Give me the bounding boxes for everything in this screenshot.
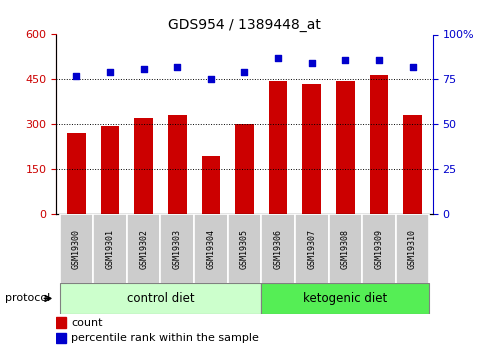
Bar <box>201 156 220 214</box>
Bar <box>328 214 362 285</box>
Text: ketogenic diet: ketogenic diet <box>303 292 386 305</box>
Text: GSM19306: GSM19306 <box>273 229 282 269</box>
Point <box>240 69 248 75</box>
Point <box>140 66 147 71</box>
Bar <box>362 214 395 285</box>
Title: GDS954 / 1389448_at: GDS954 / 1389448_at <box>168 18 320 32</box>
Point <box>274 55 282 61</box>
Bar <box>335 81 354 214</box>
Bar <box>194 214 227 285</box>
Bar <box>294 214 328 285</box>
Bar <box>403 115 421 214</box>
Bar <box>56 317 65 328</box>
Text: GSM19304: GSM19304 <box>206 229 215 269</box>
Text: protocol: protocol <box>5 294 50 303</box>
Text: GSM19309: GSM19309 <box>374 229 383 269</box>
Text: GSM19300: GSM19300 <box>72 229 81 269</box>
Bar <box>261 214 294 285</box>
Point <box>173 64 181 70</box>
Text: GSM19305: GSM19305 <box>240 229 248 269</box>
Text: GSM19302: GSM19302 <box>139 229 148 269</box>
Point <box>408 64 416 70</box>
Bar <box>395 214 428 285</box>
Bar <box>235 124 253 214</box>
Bar <box>56 333 65 344</box>
Bar <box>302 84 320 214</box>
Bar <box>160 214 194 285</box>
Text: control diet: control diet <box>126 292 194 305</box>
Text: GSM19307: GSM19307 <box>306 229 316 269</box>
Bar <box>268 81 287 214</box>
Text: GSM19303: GSM19303 <box>172 229 182 269</box>
Bar <box>168 115 186 214</box>
Text: GSM19301: GSM19301 <box>105 229 114 269</box>
Bar <box>227 214 261 285</box>
Bar <box>134 118 153 214</box>
Bar <box>60 283 261 314</box>
Point <box>72 73 80 79</box>
Text: GSM19310: GSM19310 <box>407 229 416 269</box>
Bar <box>60 214 93 285</box>
Point <box>206 77 214 82</box>
Bar <box>67 133 85 214</box>
Text: GSM19308: GSM19308 <box>340 229 349 269</box>
Point <box>374 57 382 62</box>
Point <box>341 57 348 62</box>
Bar <box>369 75 387 214</box>
Bar <box>126 214 160 285</box>
Bar <box>261 283 428 314</box>
Point <box>106 69 114 75</box>
Text: count: count <box>71 318 102 328</box>
Bar <box>93 214 126 285</box>
Point <box>307 60 315 66</box>
Bar <box>101 126 119 214</box>
Text: percentile rank within the sample: percentile rank within the sample <box>71 333 259 343</box>
